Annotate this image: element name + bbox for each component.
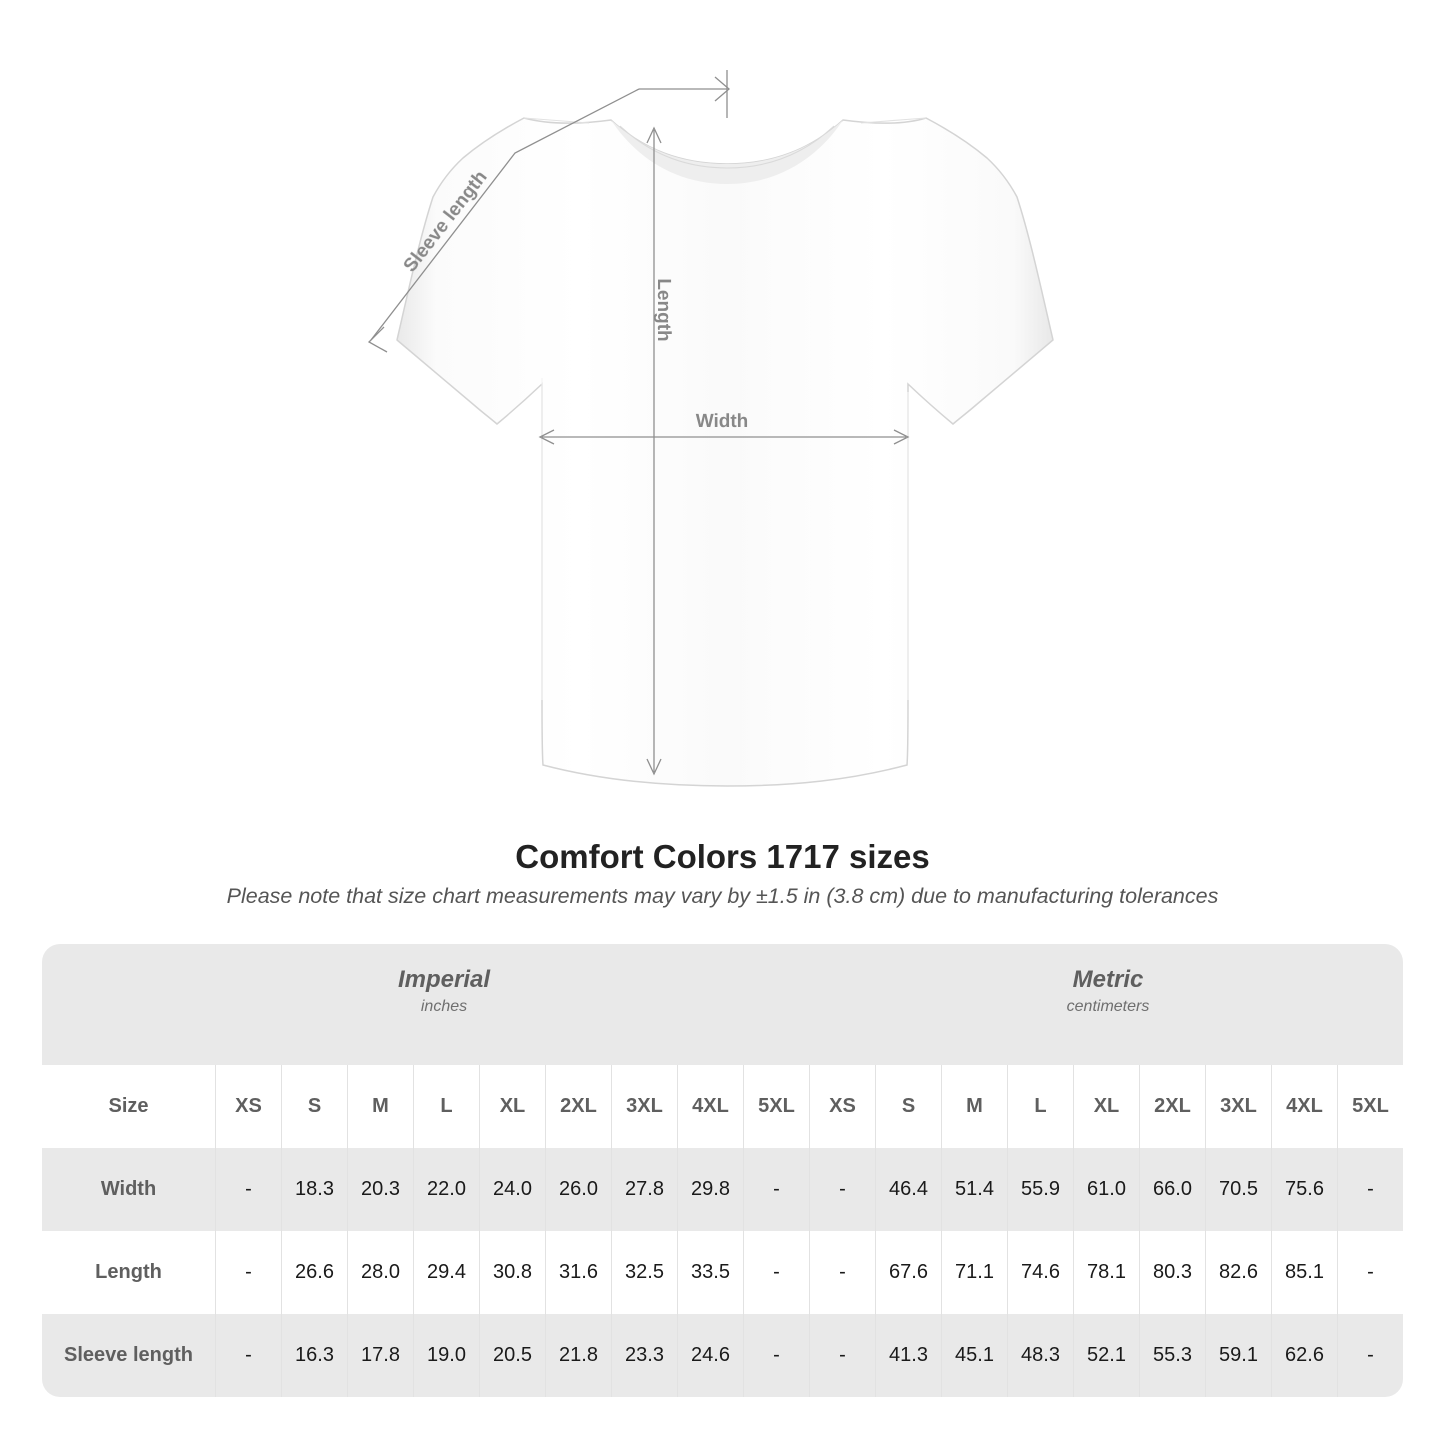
svg-text:Width: Width [696, 411, 749, 432]
svg-text:Length: Length [653, 278, 674, 341]
